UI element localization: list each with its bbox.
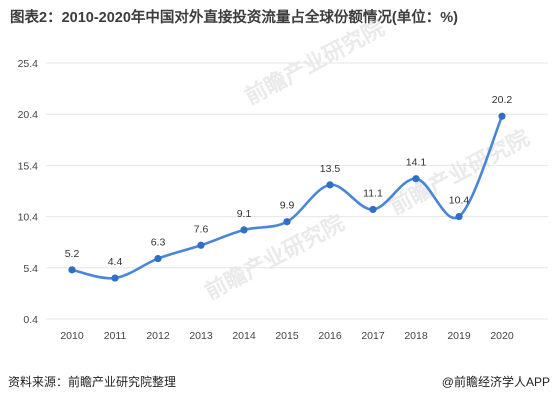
y-tick-label: 15.4 (18, 160, 39, 172)
data-label: 11.1 (363, 187, 383, 199)
grid-lines (46, 62, 548, 320)
data-point (412, 175, 420, 183)
x-tick-label: 2010 (60, 330, 84, 342)
data-point (326, 181, 334, 189)
data-label: 13.5 (320, 163, 341, 175)
data-label: 6.3 (151, 237, 166, 249)
x-tick-label: 2014 (232, 330, 256, 342)
chart-title: 图表2：2010-2020年中国对外直接投资流量占全球份额情况(单位：%) (10, 10, 458, 26)
data-label: 9.9 (280, 200, 295, 212)
data-labels: 5.2 4.4 6.3 7.6 9.1 9.9 13.5 11.1 14.1 10.4 20.2 (65, 94, 513, 268)
y-tick-label: 5.4 (23, 263, 38, 275)
x-tick-label: 2015 (275, 330, 299, 342)
brand-credit: @前瞻经济学人APP (441, 375, 550, 389)
y-tick-label: 20.4 (18, 109, 39, 121)
data-point (68, 266, 76, 274)
data-label: 4.4 (108, 256, 123, 268)
x-axis: 2010 2011 2012 2013 2014 2015 2016 2017 2018 2019… (60, 330, 514, 342)
data-label: 7.6 (194, 223, 209, 235)
x-tick-label: 2016 (318, 330, 342, 342)
x-tick-label: 2012 (146, 330, 170, 342)
y-tick-label: 10.4 (18, 212, 39, 224)
data-point (197, 241, 205, 249)
data-label: 10.4 (449, 195, 470, 207)
x-tick-label: 2019 (447, 330, 471, 342)
source-note: 资料来源：前瞻产业研究院整理 (8, 375, 177, 389)
data-point (240, 226, 248, 234)
data-label: 20.2 (492, 94, 513, 106)
data-point (283, 218, 291, 226)
data-points (68, 112, 506, 282)
x-tick-label: 2018 (404, 330, 428, 342)
x-tick-label: 2011 (104, 330, 127, 342)
data-label: 14.1 (406, 157, 427, 169)
y-tick-label: 25.4 (18, 58, 39, 70)
data-point (154, 254, 162, 263)
y-axis: 0.4 5.4 10.4 15.4 20.4 25.4 (18, 58, 39, 326)
data-label: 9.1 (237, 208, 252, 220)
series-line (70, 114, 504, 280)
watermark-text: 前瞻产业研究院 (201, 210, 349, 305)
data-label: 5.2 (65, 248, 80, 260)
data-point (455, 213, 463, 221)
data-point (369, 205, 377, 214)
x-tick-label: 2017 (361, 330, 385, 342)
y-tick-label: 0.4 (23, 314, 38, 326)
x-tick-label: 2013 (189, 330, 213, 342)
x-tick-label: 2020 (490, 330, 514, 342)
data-point (111, 274, 119, 282)
data-point (498, 112, 506, 120)
